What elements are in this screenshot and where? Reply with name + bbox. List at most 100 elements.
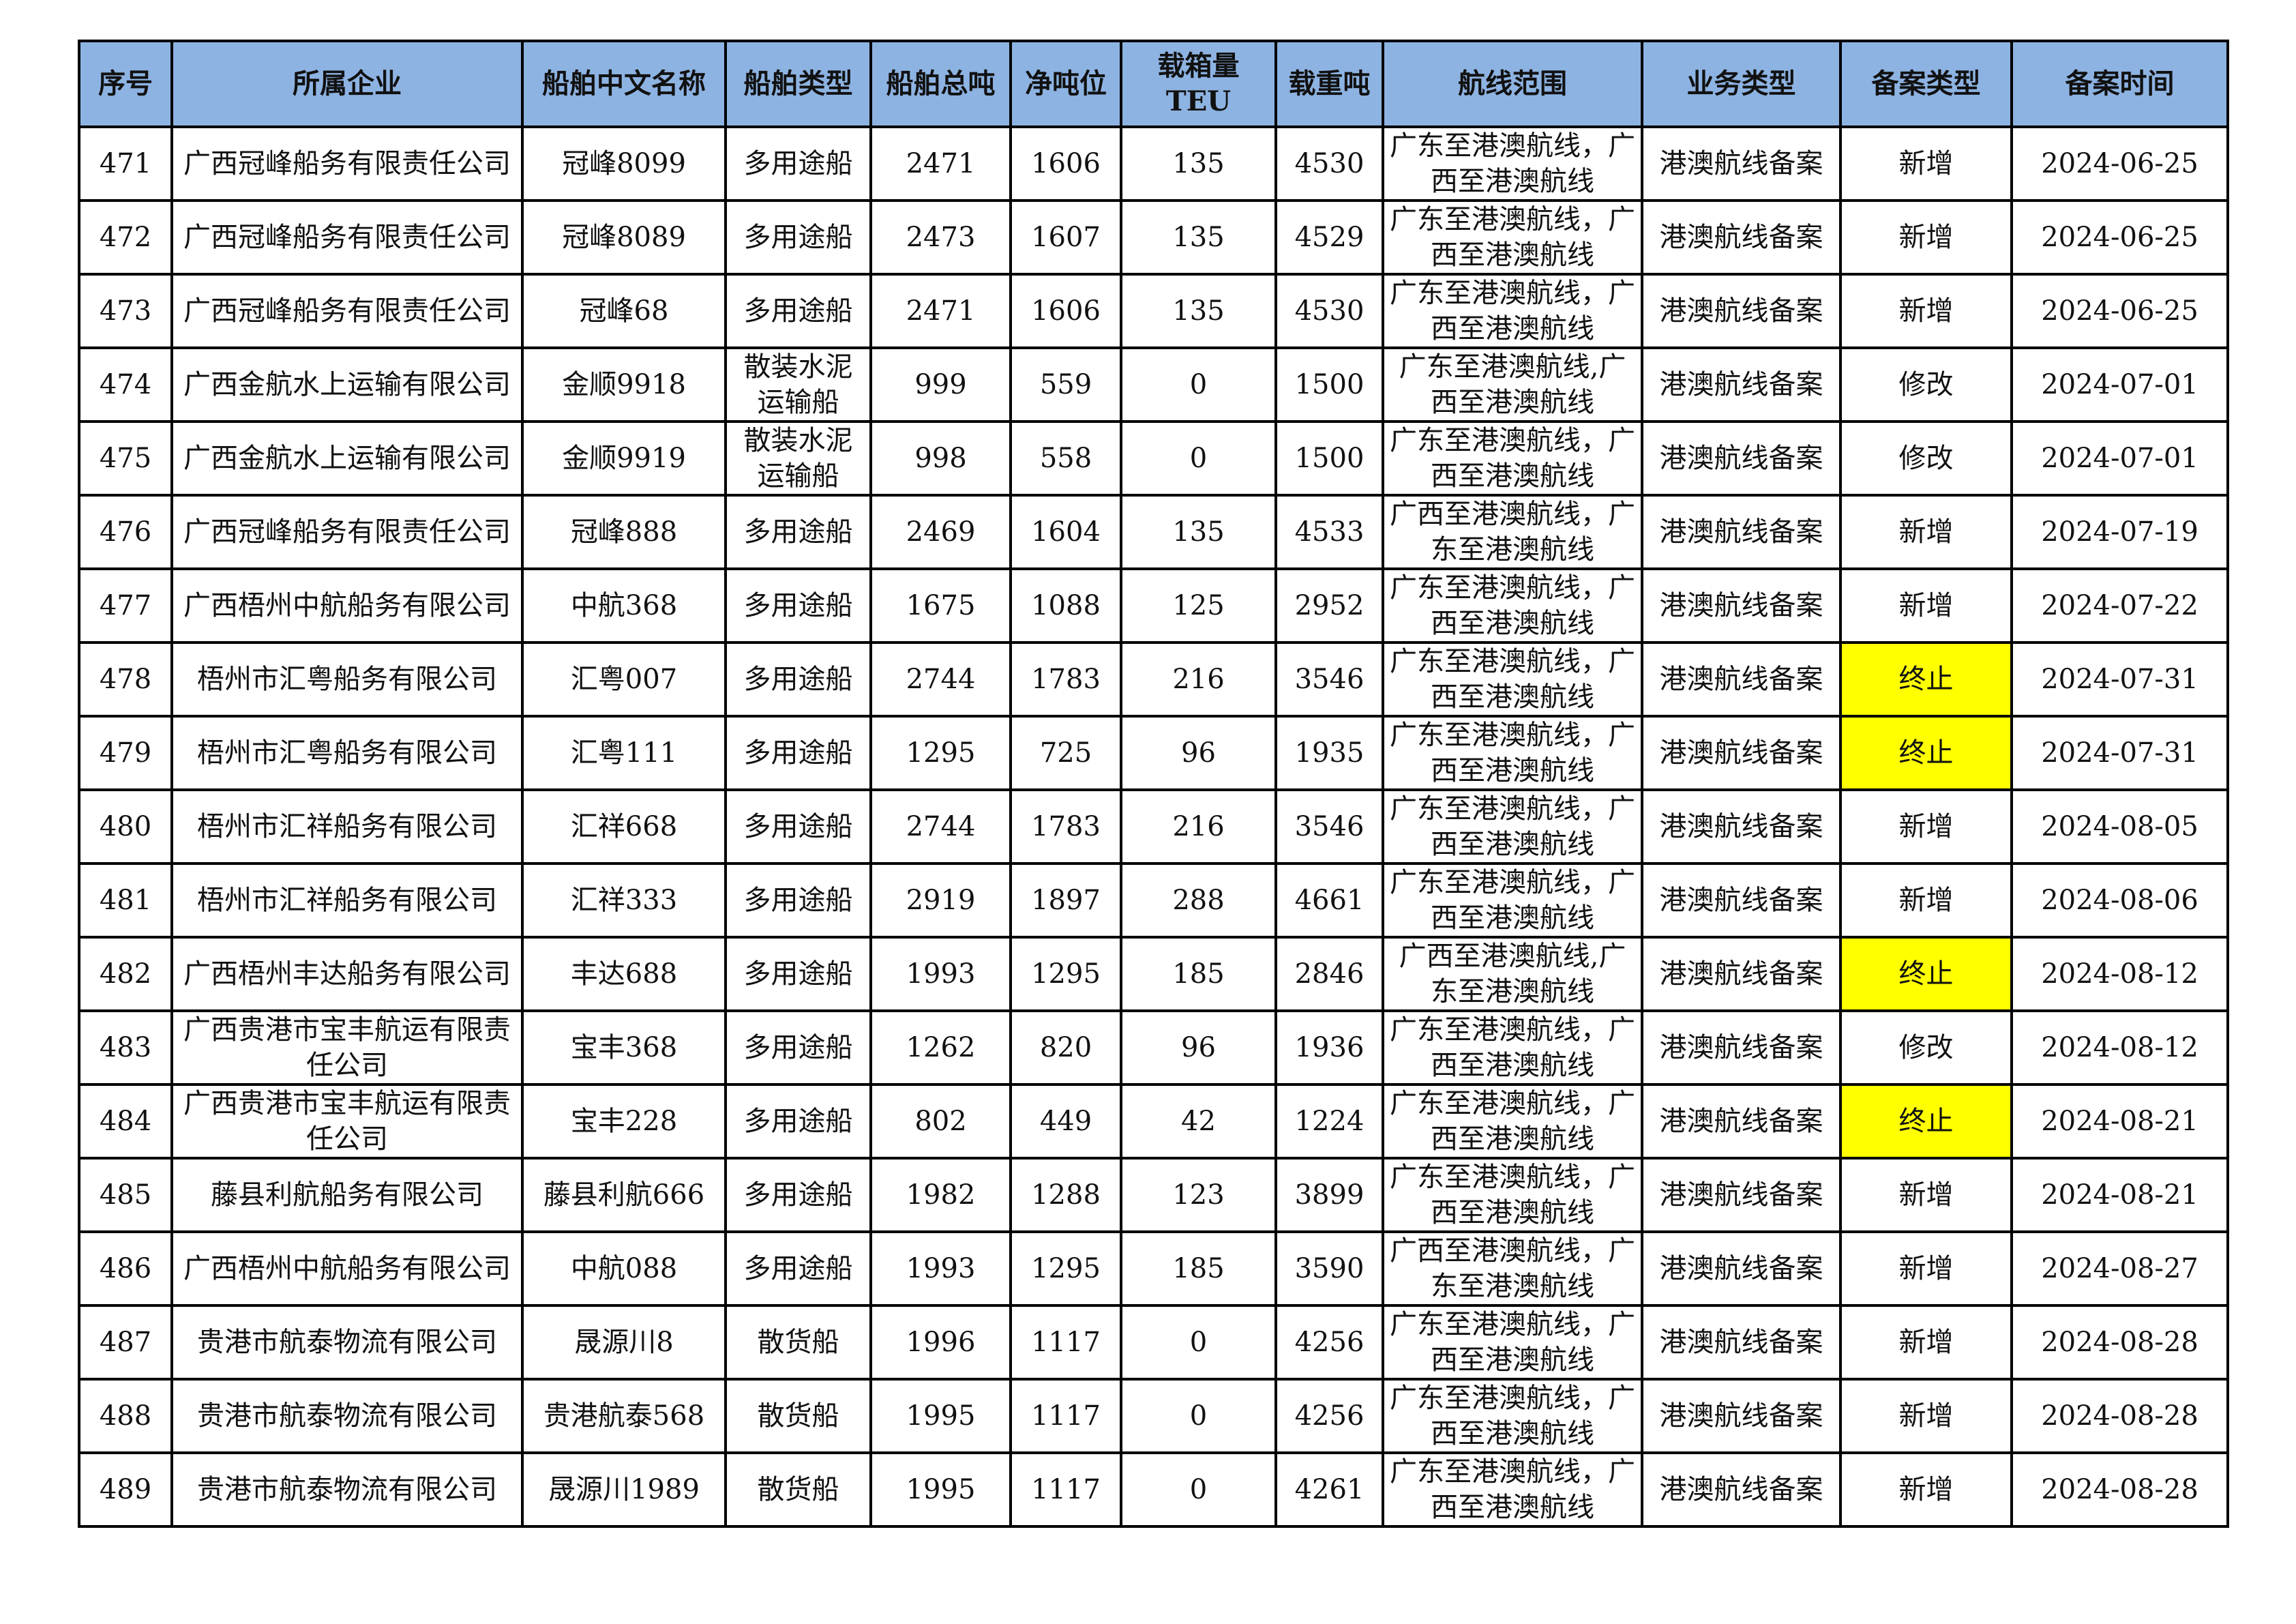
cell-gross-tonnage: 1262 xyxy=(869,1009,1012,1086)
cell-net-tonnage: 558 xyxy=(1009,420,1122,497)
cell-route-scope: 广东至港澳航线，广西至港澳航线 xyxy=(1382,1009,1643,1086)
cell-business-type: 港澳航线备案 xyxy=(1641,936,1842,1012)
cell-filing-type: 新增 xyxy=(1839,1304,2013,1381)
table-row: 489 贵港市航泰物流有限公司 晟源川1989 散货船 1995 1117 0 4261 广东至… xyxy=(78,1451,2229,1528)
cell-gross-tonnage: 2473 xyxy=(869,199,1012,276)
header-net-tonnage: 净吨位 xyxy=(1009,40,1122,128)
header-row: 序号 所属企业 船舶中文名称 船舶类型 船舶总吨 净吨位 载箱量TEU 载重吨 航线范围 业务类型… xyxy=(78,40,2229,128)
cell-filing-type: 终止 xyxy=(1839,641,2013,718)
cell-net-tonnage: 1088 xyxy=(1009,567,1122,644)
cell-ship-type: 散货船 xyxy=(724,1304,872,1381)
cell-filing-date: 2024-08-12 xyxy=(2010,936,2229,1012)
cell-ship-name: 冠峰8089 xyxy=(521,199,727,276)
cell-teu: 0 xyxy=(1120,1304,1277,1381)
cell-ship-name: 冠峰68 xyxy=(521,273,727,349)
cell-ship-name: 金顺9918 xyxy=(521,346,727,423)
cell-seq: 476 xyxy=(78,494,173,570)
cell-seq: 480 xyxy=(78,788,173,865)
cell-filing-date: 2024-08-05 xyxy=(2010,788,2229,865)
cell-filing-date: 2024-07-31 xyxy=(2010,715,2229,791)
cell-filing-date: 2024-07-01 xyxy=(2010,420,2229,497)
cell-filing-type: 新增 xyxy=(1839,273,2013,349)
cell-ship-name: 中航088 xyxy=(521,1230,727,1307)
cell-business-type: 港澳航线备案 xyxy=(1641,494,1842,570)
cell-gross-tonnage: 1982 xyxy=(869,1157,1012,1233)
cell-ship-name: 晟源川8 xyxy=(521,1304,727,1381)
cell-filing-type: 终止 xyxy=(1839,715,2013,791)
cell-route-scope: 广东至港澳航线，广西至港澳航线 xyxy=(1382,273,1643,349)
cell-seq: 481 xyxy=(78,862,173,939)
cell-route-scope: 广东至港澳航线，广西至港澳航线 xyxy=(1382,1157,1643,1233)
table-row: 480 梧州市汇祥船务有限公司 汇祥668 多用途船 2744 1783 216 3546 广东… xyxy=(78,788,2229,865)
cell-teu: 135 xyxy=(1120,273,1277,349)
cell-net-tonnage: 1295 xyxy=(1009,1230,1122,1307)
header-ship-type: 船舶类型 xyxy=(724,40,872,128)
cell-ship-name: 宝丰368 xyxy=(521,1009,727,1086)
cell-route-scope: 广东至港澳航线，广西至港澳航线 xyxy=(1382,567,1643,644)
cell-ship-type: 多用途船 xyxy=(724,126,872,202)
cell-gross-tonnage: 1995 xyxy=(869,1451,1012,1528)
cell-teu: 0 xyxy=(1120,1451,1277,1528)
cell-ship-name: 贵港航泰568 xyxy=(521,1378,727,1454)
cell-business-type: 港澳航线备案 xyxy=(1641,420,1842,497)
cell-seq: 471 xyxy=(78,126,173,202)
cell-filing-date: 2024-06-25 xyxy=(2010,273,2229,349)
cell-route-scope: 广西至港澳航线，广东至港澳航线 xyxy=(1382,494,1643,570)
cell-gross-tonnage: 2744 xyxy=(869,641,1012,718)
header-business-type: 业务类型 xyxy=(1641,40,1842,128)
cell-filing-type: 新增 xyxy=(1839,788,2013,865)
cell-gross-tonnage: 1995 xyxy=(869,1378,1012,1454)
cell-seq: 472 xyxy=(78,199,173,276)
cell-teu: 0 xyxy=(1120,346,1277,423)
cell-ship-type: 多用途船 xyxy=(724,567,872,644)
cell-filing-type: 新增 xyxy=(1839,862,2013,939)
cell-seq: 482 xyxy=(78,936,173,1012)
cell-gross-tonnage: 1295 xyxy=(869,715,1012,791)
cell-business-type: 港澳航线备案 xyxy=(1641,273,1842,349)
cell-deadweight: 4530 xyxy=(1274,126,1384,202)
cell-filing-type: 新增 xyxy=(1839,567,2013,644)
cell-gross-tonnage: 998 xyxy=(869,420,1012,497)
cell-seq: 474 xyxy=(78,346,173,423)
table-row: 478 梧州市汇粤船务有限公司 汇粤007 多用途船 2744 1783 216 3546 广东… xyxy=(78,641,2229,718)
header-filing-type: 备案类型 xyxy=(1839,40,2013,128)
cell-business-type: 港澳航线备案 xyxy=(1641,567,1842,644)
cell-seq: 486 xyxy=(78,1230,173,1307)
cell-business-type: 港澳航线备案 xyxy=(1641,862,1842,939)
cell-net-tonnage: 449 xyxy=(1009,1083,1122,1160)
cell-seq: 477 xyxy=(78,567,173,644)
cell-filing-date: 2024-08-21 xyxy=(2010,1157,2229,1233)
cell-deadweight: 1500 xyxy=(1274,420,1384,497)
cell-filing-type: 新增 xyxy=(1839,1157,2013,1233)
table-row: 483 广西贵港市宝丰航运有限责任公司 宝丰368 多用途船 1262 820 96 1936… xyxy=(78,1009,2229,1086)
cell-route-scope: 广西至港澳航线，广东至港澳航线 xyxy=(1382,1230,1643,1307)
cell-business-type: 港澳航线备案 xyxy=(1641,126,1842,202)
cell-teu: 185 xyxy=(1120,1230,1277,1307)
cell-gross-tonnage: 802 xyxy=(869,1083,1012,1160)
cell-ship-name: 晟源川1989 xyxy=(521,1451,727,1528)
cell-company: 广西梧州中航船务有限公司 xyxy=(170,1230,524,1307)
cell-deadweight: 4261 xyxy=(1274,1451,1384,1528)
table-row: 473 广西冠峰船务有限责任公司 冠峰68 多用途船 2471 1606 135 4530 广东… xyxy=(78,273,2229,349)
table-row: 481 梧州市汇祥船务有限公司 汇祥333 多用途船 2919 1897 288 4661 广东… xyxy=(78,862,2229,939)
cell-teu: 42 xyxy=(1120,1083,1277,1160)
cell-filing-type: 修改 xyxy=(1839,1009,2013,1086)
cell-company: 广西冠峰船务有限责任公司 xyxy=(170,126,524,202)
cell-deadweight: 4530 xyxy=(1274,273,1384,349)
cell-route-scope: 广东至港澳航线，广西至港澳航线 xyxy=(1382,862,1643,939)
cell-filing-date: 2024-08-28 xyxy=(2010,1304,2229,1381)
cell-business-type: 港澳航线备案 xyxy=(1641,1083,1842,1160)
cell-net-tonnage: 820 xyxy=(1009,1009,1122,1086)
cell-seq: 478 xyxy=(78,641,173,718)
cell-business-type: 港澳航线备案 xyxy=(1641,1009,1842,1086)
cell-filing-type: 新增 xyxy=(1839,1230,2013,1307)
cell-company: 广西冠峰船务有限责任公司 xyxy=(170,199,524,276)
cell-gross-tonnage: 1993 xyxy=(869,936,1012,1012)
cell-deadweight: 3899 xyxy=(1274,1157,1384,1233)
table-row: 485 藤县利航船务有限公司 藤县利航666 多用途船 1982 1288 123 3899 广… xyxy=(78,1157,2229,1233)
cell-filing-date: 2024-08-27 xyxy=(2010,1230,2229,1307)
cell-business-type: 港澳航线备案 xyxy=(1641,1157,1842,1233)
header-deadweight: 载重吨 xyxy=(1274,40,1384,128)
cell-seq: 488 xyxy=(78,1378,173,1454)
cell-deadweight: 4256 xyxy=(1274,1304,1384,1381)
